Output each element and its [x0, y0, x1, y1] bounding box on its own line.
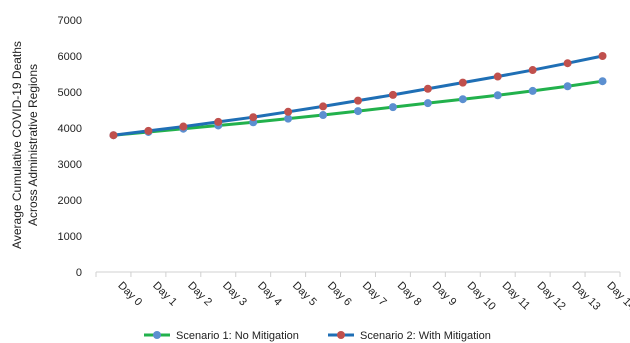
x-axis-ticks: Day 0 Day 1 Day 2 Day 3 Day 4 Day 5 Day 6 Day 7… — [95, 272, 630, 313]
x-tick-label: Day 2 — [185, 280, 214, 309]
series-2-point — [528, 66, 537, 75]
series-1-point — [598, 77, 607, 86]
series-2-point — [423, 84, 432, 93]
x-tick-label: Day 5 — [290, 280, 319, 309]
series-1 — [109, 77, 607, 140]
series-2-point — [458, 78, 467, 87]
series-2 — [109, 52, 607, 140]
series-2-point — [598, 52, 607, 60]
series-1-point — [284, 114, 293, 123]
series-1-point — [354, 107, 362, 116]
series-2-point — [388, 90, 397, 99]
series-1-point — [528, 86, 537, 95]
x-tick-label: Day 1 — [150, 280, 179, 309]
y-tick-label: 2000 — [58, 195, 82, 207]
series-2-point — [179, 122, 188, 131]
legend-swatch-marker — [153, 331, 161, 339]
y-tick-label: 1000 — [58, 231, 82, 243]
series-1-point — [458, 95, 467, 104]
series-2-point — [493, 72, 502, 81]
x-tick-label: Day 0 — [115, 280, 144, 309]
y-tick-label: 6000 — [58, 51, 82, 63]
y-axis-ticks: 0 1000 2000 3000 4000 5000 6000 7000 — [58, 15, 82, 279]
legend-label: Scenario 2: With Mitigation — [360, 330, 491, 342]
series-2-point — [214, 117, 223, 126]
series-1-point — [493, 91, 502, 100]
series-1-point — [423, 99, 432, 108]
series-2-point — [563, 59, 572, 68]
x-tick-label: Day 9 — [430, 280, 459, 309]
legend-swatch-marker — [337, 331, 345, 339]
y-tick-label: 4000 — [58, 123, 82, 135]
y-tick-label: 7000 — [58, 15, 82, 27]
x-tick-label: Day 6 — [325, 280, 354, 309]
series-layer — [109, 52, 607, 140]
y-tick-label: 3000 — [58, 159, 82, 171]
series-1-point — [563, 82, 572, 91]
y-axis-title: Average Cumulative COVID-19 Deaths Acros… — [10, 41, 40, 249]
series-2-point — [354, 96, 362, 105]
x-tick-label: Day 11 — [500, 280, 533, 313]
series-2-point — [249, 113, 258, 122]
x-tick-label: Day 7 — [360, 280, 389, 309]
x-tick-label: Day 12 — [535, 280, 568, 313]
legend-label: Scenario 1: No Mitigation — [176, 330, 299, 342]
x-tick-label: Day 8 — [395, 280, 424, 309]
y-axis-title-line-1: Average Cumulative COVID-19 Deaths — [10, 41, 24, 249]
x-tick-label: Day 3 — [220, 280, 249, 309]
x-tick-label: Day 13 — [569, 280, 602, 313]
legend: Scenario 1: No Mitigation Scenario 2: Wit… — [144, 330, 491, 342]
series-2-point — [284, 107, 293, 116]
x-tick-label: Day 4 — [255, 280, 284, 309]
series-2-line — [113, 54, 603, 137]
y-tick-label: 5000 — [58, 87, 82, 99]
x-tick-label: Day 10 — [465, 280, 498, 313]
y-tick-label: 0 — [76, 267, 82, 279]
series-2-point — [109, 131, 118, 140]
x-tick-label: Day 14 — [604, 280, 630, 313]
series-2-point — [144, 126, 153, 135]
series-1-point — [388, 103, 397, 112]
series-1-point — [319, 111, 328, 120]
series-2-point — [319, 102, 328, 111]
y-axis-title-line-2: Across Administrative Regions — [26, 64, 40, 226]
